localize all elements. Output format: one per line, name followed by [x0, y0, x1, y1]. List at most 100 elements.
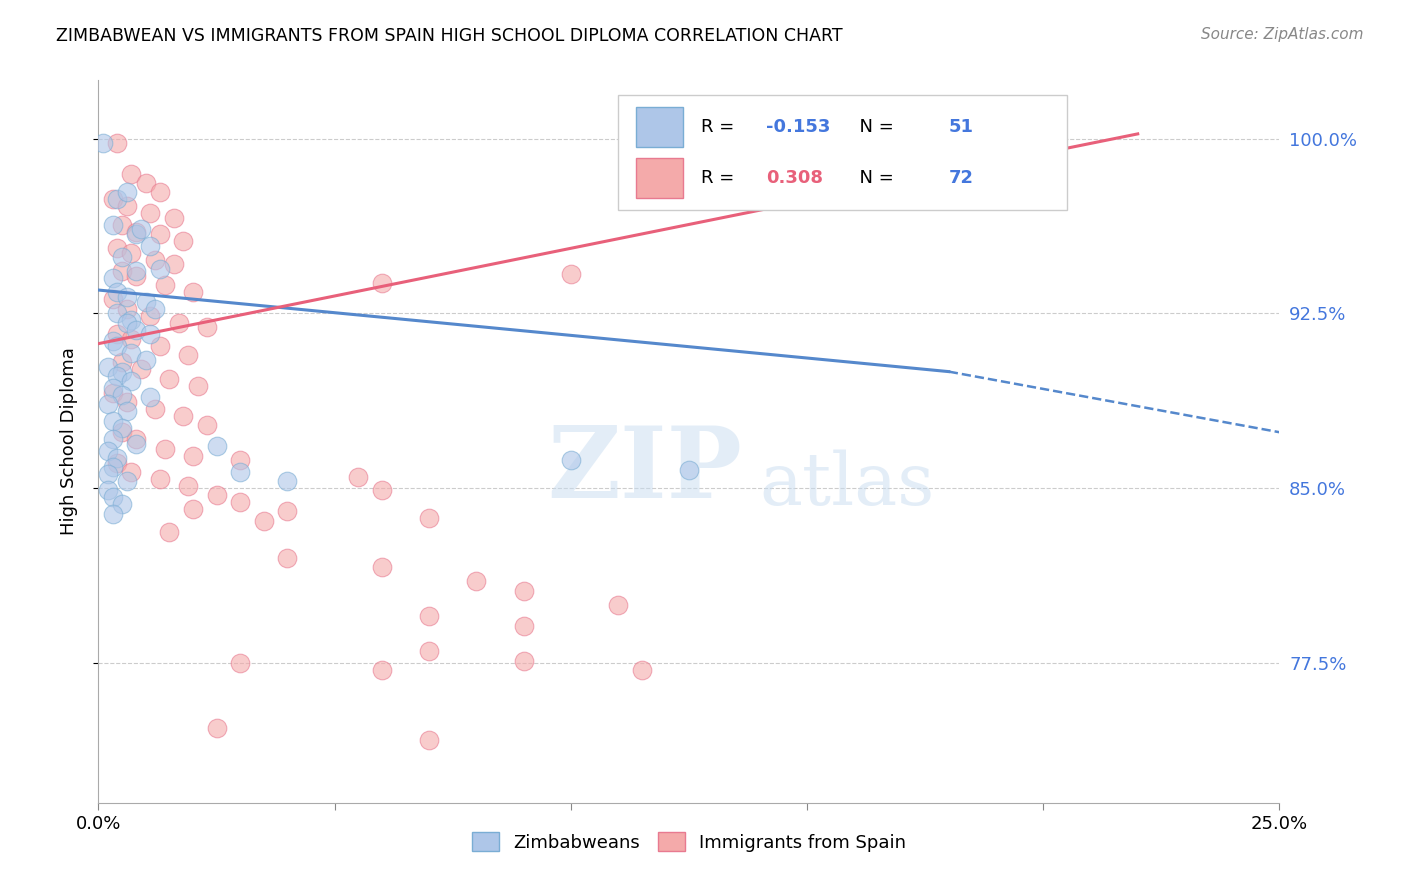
Point [105, 285, 128, 300]
Point [115, 199, 138, 213]
Text: 51: 51 [949, 119, 974, 136]
Point [101, 491, 124, 505]
Point [347, 469, 370, 483]
Point [149, 185, 172, 199]
Point [157, 525, 180, 540]
Point [465, 574, 488, 589]
Point [97, 397, 120, 411]
Point [97, 483, 120, 498]
Point [111, 218, 134, 232]
Point [111, 251, 134, 265]
Point [135, 353, 157, 368]
Point [139, 206, 162, 220]
Point [153, 278, 176, 293]
Point [115, 290, 138, 304]
Point [418, 609, 440, 624]
Point [371, 663, 394, 677]
Text: Source: ZipAtlas.com: Source: ZipAtlas.com [1201, 27, 1364, 42]
Point [115, 395, 138, 409]
Point [181, 285, 204, 300]
Point [101, 460, 124, 475]
Point [149, 262, 172, 277]
Point [105, 450, 128, 465]
Point [101, 218, 124, 232]
Point [181, 502, 204, 516]
Point [129, 222, 152, 236]
Point [205, 721, 228, 735]
Point [105, 369, 128, 384]
Point [229, 465, 252, 479]
Point [125, 432, 148, 446]
Point [181, 449, 204, 463]
Point [121, 332, 143, 346]
Point [195, 418, 218, 433]
Point [97, 359, 120, 374]
Point [229, 495, 252, 509]
Point [371, 560, 394, 574]
Point [205, 488, 228, 502]
Point [229, 656, 252, 670]
Point [125, 268, 148, 283]
Text: N =: N = [848, 169, 900, 186]
Point [276, 551, 298, 566]
Point [195, 320, 218, 334]
Point [163, 257, 186, 271]
Bar [636, 107, 683, 147]
Point [105, 192, 128, 206]
Point [177, 479, 200, 493]
Text: ZIMBABWEAN VS IMMIGRANTS FROM SPAIN HIGH SCHOOL DIPLOMA CORRELATION CHART: ZIMBABWEAN VS IMMIGRANTS FROM SPAIN HIGH… [56, 27, 842, 45]
Bar [636, 158, 683, 198]
Point [111, 425, 134, 440]
Point [105, 136, 128, 151]
Text: atlas: atlas [759, 450, 935, 520]
Point [121, 346, 143, 360]
Point [139, 309, 162, 323]
Point [101, 293, 124, 307]
Point [97, 467, 120, 482]
Point [149, 339, 172, 353]
Point [105, 327, 128, 342]
Point [143, 301, 166, 316]
Point [101, 381, 124, 395]
Point [167, 316, 190, 330]
Point [187, 378, 209, 392]
Point [371, 483, 394, 498]
Point [276, 474, 298, 488]
Point [101, 385, 124, 400]
Point [153, 442, 176, 456]
Point [101, 413, 124, 427]
Point [371, 276, 394, 290]
Point [111, 355, 134, 369]
Point [125, 227, 148, 241]
Point [135, 176, 157, 190]
Y-axis label: High School Diploma: High School Diploma [59, 348, 77, 535]
Text: R =: R = [700, 169, 740, 186]
Point [157, 371, 180, 385]
Point [560, 453, 582, 467]
Point [101, 192, 124, 206]
Point [172, 234, 194, 248]
Point [115, 404, 138, 418]
Point [143, 401, 166, 416]
Point [139, 327, 162, 342]
Point [121, 313, 143, 327]
Point [149, 227, 172, 241]
Point [630, 663, 652, 677]
Text: -0.153: -0.153 [766, 119, 830, 136]
Point [143, 252, 166, 267]
Point [105, 339, 128, 353]
Point [115, 474, 138, 488]
Point [229, 453, 252, 467]
Point [512, 654, 534, 668]
Point [125, 323, 148, 337]
Point [115, 185, 138, 199]
Bar [619, 95, 1067, 211]
Point [115, 316, 138, 330]
Point [91, 136, 114, 151]
Point [253, 514, 276, 528]
Legend: Zimbabweans, Immigrants from Spain: Zimbabweans, Immigrants from Spain [464, 825, 914, 859]
Point [115, 301, 138, 316]
Point [101, 432, 124, 446]
Point [101, 507, 124, 521]
Point [129, 362, 152, 376]
